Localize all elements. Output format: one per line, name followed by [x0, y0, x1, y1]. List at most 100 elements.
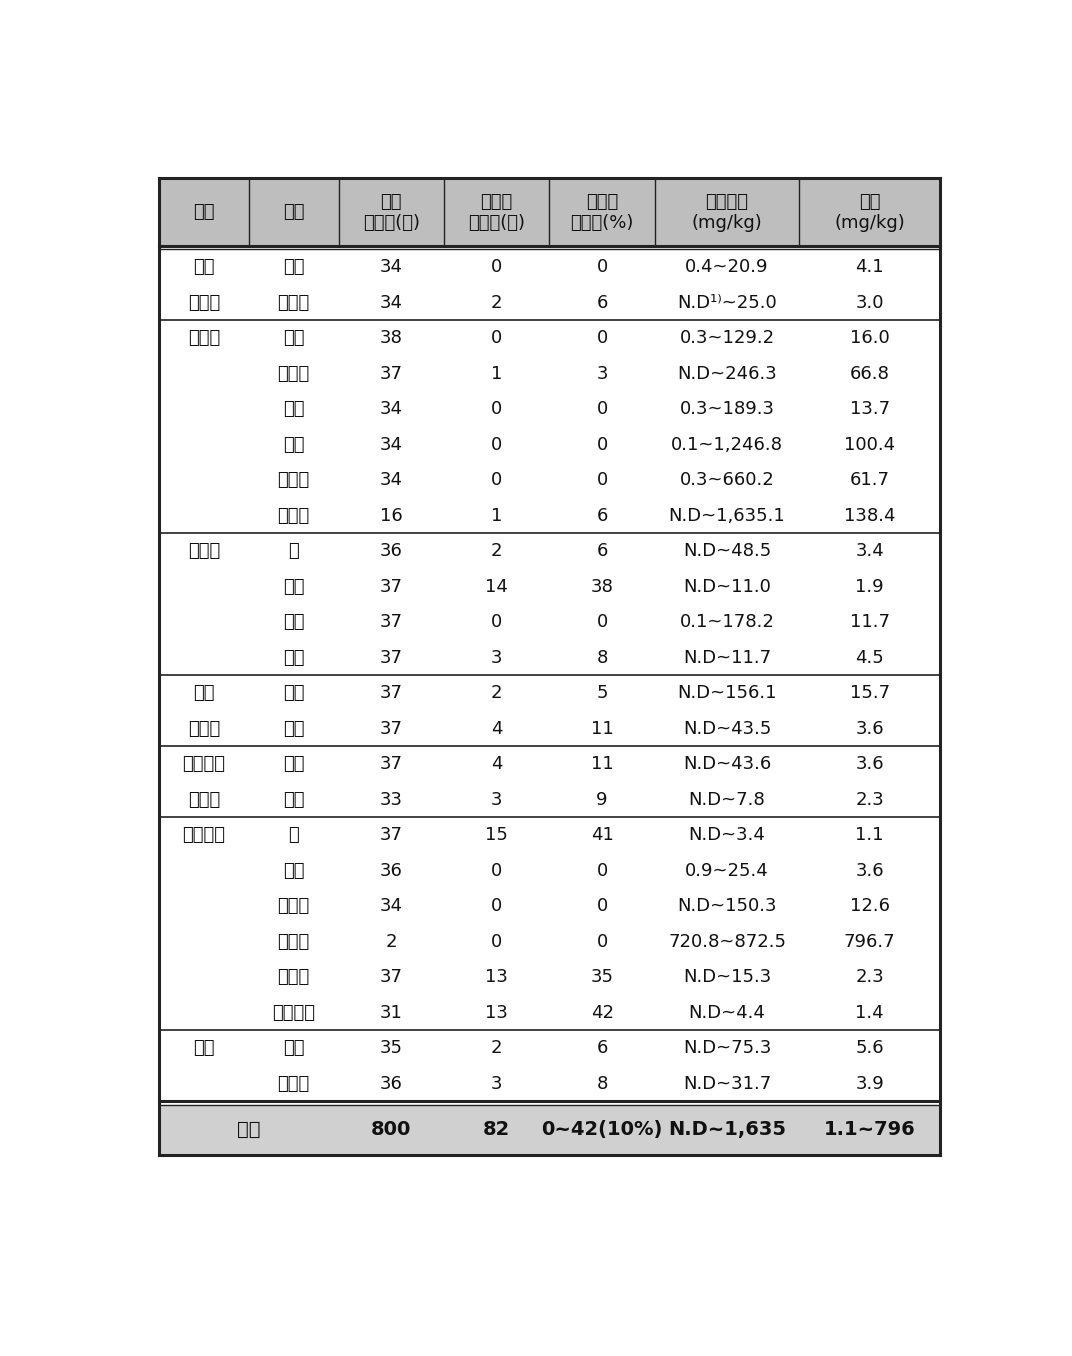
- Text: 6: 6: [596, 542, 608, 560]
- Text: 36: 36: [379, 1075, 403, 1093]
- Text: 엽경채류: 엽경채류: [182, 826, 225, 845]
- Text: 12.6: 12.6: [850, 898, 890, 915]
- Text: 0.9~25.4: 0.9~25.4: [685, 861, 769, 880]
- Text: 37: 37: [379, 755, 403, 773]
- Text: 61.7: 61.7: [850, 471, 890, 490]
- Text: 37: 37: [379, 720, 403, 738]
- Text: 근채류: 근채류: [188, 542, 220, 560]
- Text: N.D~11.7: N.D~11.7: [683, 648, 771, 667]
- Text: 11: 11: [591, 755, 613, 773]
- Text: 36: 36: [379, 542, 403, 560]
- Text: 0: 0: [491, 933, 503, 951]
- Text: 42: 42: [591, 1003, 613, 1021]
- Text: 6: 6: [596, 507, 608, 525]
- Text: 파슬리: 파슬리: [278, 507, 310, 525]
- Text: 2.3: 2.3: [855, 791, 884, 808]
- Text: 시금치: 시금치: [278, 365, 310, 382]
- Text: 4: 4: [491, 720, 503, 738]
- Text: N.D~4.4: N.D~4.4: [688, 1003, 765, 1021]
- Text: 35: 35: [591, 968, 613, 986]
- Text: 2: 2: [491, 294, 503, 312]
- Text: 파: 파: [288, 826, 299, 845]
- Text: 0: 0: [596, 613, 608, 631]
- Text: 3.4: 3.4: [855, 542, 884, 560]
- Text: 무: 무: [288, 542, 299, 560]
- Text: 3.6: 3.6: [855, 861, 884, 880]
- Text: 불검출
백분율(%): 불검출 백분율(%): [570, 193, 634, 232]
- Text: 0: 0: [596, 898, 608, 915]
- Text: 38: 38: [379, 330, 403, 347]
- Text: 34: 34: [379, 400, 403, 418]
- Text: N.D~43.6: N.D~43.6: [683, 755, 771, 773]
- Text: 13.7: 13.7: [849, 400, 890, 418]
- Text: 37: 37: [379, 685, 403, 702]
- Text: 0: 0: [596, 471, 608, 490]
- Text: 3.6: 3.6: [855, 720, 884, 738]
- Text: 3.9: 3.9: [855, 1075, 884, 1093]
- Text: 138.4: 138.4: [844, 507, 895, 525]
- Text: N.D¹⁾~25.0: N.D¹⁾~25.0: [678, 294, 777, 312]
- Text: 66.8: 66.8: [850, 365, 890, 382]
- Text: 8: 8: [596, 1075, 608, 1093]
- Text: N.D~1,635.1: N.D~1,635.1: [669, 507, 786, 525]
- Text: 100.4: 100.4: [844, 435, 895, 454]
- Text: 1: 1: [491, 365, 503, 382]
- Text: 11.7: 11.7: [850, 613, 890, 631]
- Text: 4.1: 4.1: [855, 258, 884, 277]
- Text: 9: 9: [596, 791, 608, 808]
- Text: 0: 0: [491, 330, 503, 347]
- Text: 박가이외: 박가이외: [182, 755, 225, 773]
- Text: 31: 31: [379, 1003, 403, 1021]
- Text: 0.1~1,246.8: 0.1~1,246.8: [671, 435, 783, 454]
- Text: 36: 36: [379, 861, 403, 880]
- Text: 엽채류: 엽채류: [188, 330, 220, 347]
- Text: 마늘: 마늘: [283, 648, 304, 667]
- Text: 0: 0: [491, 613, 503, 631]
- Text: 배추: 배추: [283, 258, 304, 277]
- Text: 3.6: 3.6: [855, 755, 884, 773]
- Text: 근대: 근대: [283, 435, 304, 454]
- Text: 1.1~796: 1.1~796: [823, 1120, 915, 1139]
- Text: 0.4~20.9: 0.4~20.9: [685, 258, 769, 277]
- Text: N.D~11.0: N.D~11.0: [683, 578, 771, 595]
- Text: 6: 6: [596, 1039, 608, 1058]
- Text: 37: 37: [379, 365, 403, 382]
- Text: 34: 34: [379, 258, 403, 277]
- Text: 8: 8: [596, 648, 608, 667]
- Text: 0: 0: [491, 258, 503, 277]
- Text: 3.0: 3.0: [855, 294, 883, 312]
- Text: 0: 0: [491, 898, 503, 915]
- Text: N.D~31.7: N.D~31.7: [683, 1075, 771, 1093]
- Text: N.D~43.5: N.D~43.5: [683, 720, 771, 738]
- Text: 34: 34: [379, 898, 403, 915]
- Text: 부추: 부추: [283, 861, 304, 880]
- Text: N.D~150.3: N.D~150.3: [678, 898, 777, 915]
- Text: 34: 34: [379, 471, 403, 490]
- Text: 4: 4: [491, 755, 503, 773]
- Text: N.D~1,635: N.D~1,635: [668, 1120, 786, 1139]
- Text: 서류: 서류: [193, 1039, 214, 1058]
- Text: 0: 0: [596, 435, 608, 454]
- Text: 2.3: 2.3: [855, 968, 884, 986]
- Text: 13: 13: [486, 1003, 508, 1021]
- Text: 0.1~178.2: 0.1~178.2: [680, 613, 774, 631]
- Text: 1.9: 1.9: [855, 578, 884, 595]
- Text: 엽채류: 엽채류: [188, 294, 220, 312]
- Text: 5: 5: [596, 685, 608, 702]
- Text: 1.1: 1.1: [855, 826, 883, 845]
- Text: N.D~7.8: N.D~7.8: [688, 791, 765, 808]
- Text: 0: 0: [491, 861, 503, 880]
- Text: 오이: 오이: [283, 720, 304, 738]
- Text: 6: 6: [596, 294, 608, 312]
- Text: 불검출
검출수(건): 불검출 검출수(건): [468, 193, 525, 232]
- Text: 당근: 당근: [283, 613, 304, 631]
- Text: 0: 0: [596, 258, 608, 277]
- Text: 800: 800: [371, 1120, 412, 1139]
- Text: 16.0: 16.0: [850, 330, 890, 347]
- Text: 0.3~189.3: 0.3~189.3: [680, 400, 775, 418]
- Text: 결구: 결구: [193, 258, 214, 277]
- Text: 양배추: 양배추: [278, 294, 310, 312]
- Text: 대상
검체수(건): 대상 검체수(건): [362, 193, 420, 232]
- Text: 샐러리: 샐러리: [278, 898, 310, 915]
- Text: 5.6: 5.6: [855, 1039, 884, 1058]
